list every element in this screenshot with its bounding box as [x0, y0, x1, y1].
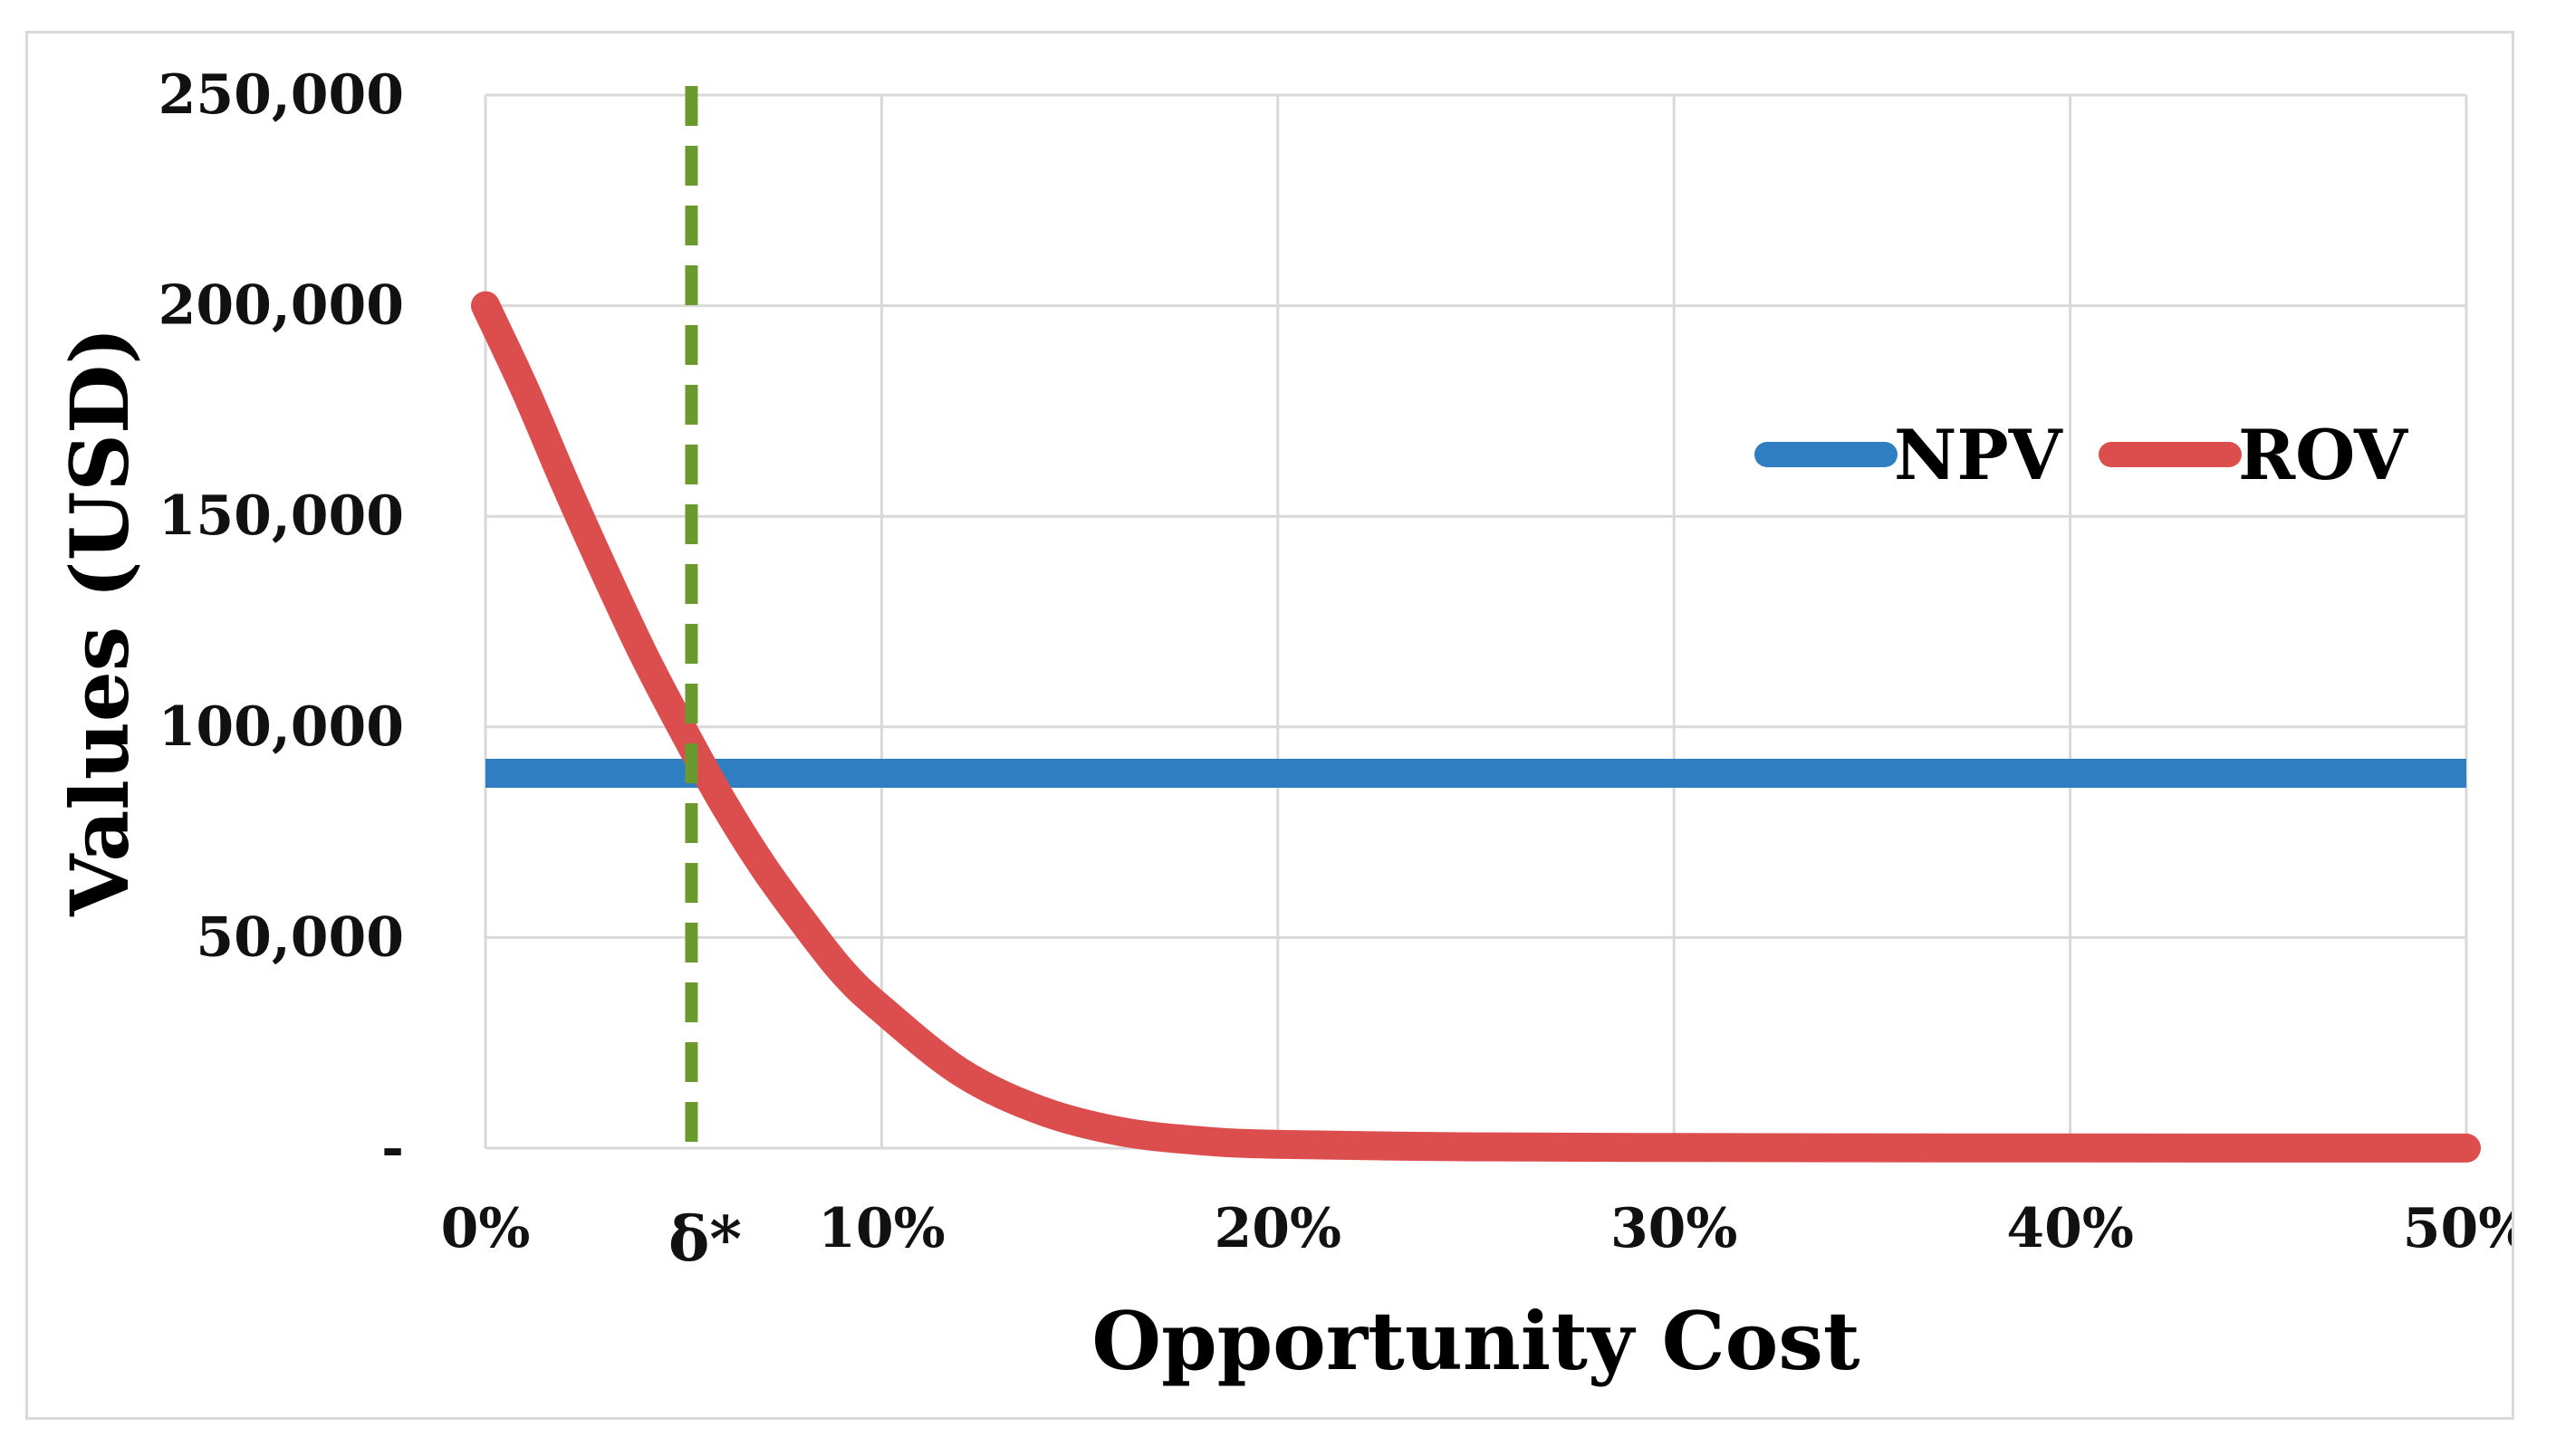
series-layer	[471, 291, 2481, 1163]
x-tick-label: 20%	[1215, 1197, 1342, 1260]
y-tick-label: 200,000	[159, 274, 404, 338]
y-tick-label: 150,000	[159, 484, 404, 548]
x-tick-label: 40%	[2006, 1197, 2134, 1260]
legend-label-npv: NPV	[1894, 415, 2064, 495]
chart-frame: δ* - 50,000 100,000 150,000 200,000 250,000 0%…	[25, 31, 2514, 1420]
x-tick-label: 10%	[818, 1197, 946, 1260]
y-tick-label: 250,000	[159, 63, 404, 127]
legend: NPV ROV	[1754, 415, 2409, 495]
y-tick-label: 100,000	[159, 695, 404, 759]
y-tick-label: 50,000	[196, 905, 404, 969]
series-line-rov	[471, 291, 2481, 1163]
x-axis-title: Opportunity Cost	[1091, 1294, 1860, 1388]
x-tick-label: 50%	[2403, 1197, 2512, 1260]
annotation-layer: δ*	[668, 86, 742, 1276]
x-tick-label: 30%	[1610, 1197, 1738, 1260]
x-tick-label: 0%	[441, 1197, 531, 1260]
y-tick-label: -	[381, 1116, 404, 1180]
y-axis-title: Values (USD)	[53, 327, 147, 917]
delta-star-label: δ*	[668, 1203, 742, 1276]
grid-layer	[484, 93, 2468, 1150]
opportunity-cost-chart: δ* - 50,000 100,000 150,000 200,000 250,000 0%…	[53, 63, 2512, 1388]
tick-layer: - 50,000 100,000 150,000 200,000 250,000 0% 10%…	[159, 63, 2512, 1260]
legend-label-rov: ROV	[2238, 415, 2409, 495]
